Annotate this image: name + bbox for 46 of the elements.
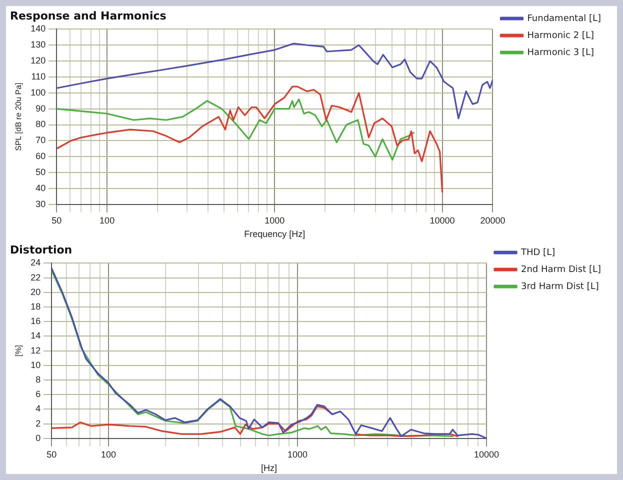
- x-tick-label: 100: [100, 215, 115, 226]
- y-tick-label: 70: [36, 135, 46, 146]
- y-tick-label: 10: [30, 360, 41, 370]
- y-tick-label: 30: [36, 198, 46, 209]
- y-tick-label: 4: [36, 404, 41, 414]
- chart-title: Distortion: [10, 243, 72, 256]
- y-tick-label: 80: [36, 119, 46, 130]
- y-tick-label: 16: [30, 316, 41, 326]
- x-tick-label: 10000: [474, 449, 500, 460]
- y-tick-label: 2: [36, 418, 41, 428]
- x-tick-label: 20000: [480, 215, 506, 226]
- legend-label: Fundamental [L]: [527, 14, 602, 24]
- y-tick-label: 22: [30, 272, 41, 282]
- x-tick-label: 1000: [264, 215, 285, 226]
- y-tick-label: 130: [30, 40, 46, 50]
- y-tick-label: 90: [36, 103, 46, 114]
- y-tick-label: 50: [36, 167, 46, 178]
- x-tick-label: 100: [100, 449, 116, 460]
- x-axis-title: [Hz]: [261, 463, 278, 474]
- x-tick-label: 1000: [287, 449, 308, 460]
- legend-label: Harmonic 3 [L]: [527, 48, 594, 58]
- y-tick-label: 120: [30, 56, 46, 66]
- y-tick-label: 20: [30, 286, 41, 297]
- y-tick-label: 40: [36, 182, 46, 193]
- x-tick-label: 10000: [430, 215, 455, 226]
- y-tick-label: 14: [30, 330, 41, 341]
- x-tick-label: 50: [46, 449, 57, 460]
- legend-label: 2nd Harm Dist [L]: [521, 264, 602, 275]
- chart-title: Response and Harmonics: [10, 9, 167, 22]
- y-tick-label: 140: [30, 24, 46, 34]
- y-tick-label: 110: [31, 71, 46, 82]
- y-tick-label: 12: [30, 345, 41, 356]
- y-tick-label: 60: [36, 151, 46, 162]
- y-tick-label: 100: [30, 87, 46, 98]
- y-tick-label: 8: [36, 374, 41, 384]
- y-axis-title: SPL [dB re 20u Pa]: [14, 82, 24, 151]
- legend-label: 3rd Harm Dist [L]: [521, 282, 599, 292]
- legend-label: Harmonic 2 [L]: [527, 30, 594, 41]
- x-axis-title: Frequency [Hz]: [244, 229, 306, 240]
- y-tick-label: 24: [30, 258, 41, 268]
- y-tick-label: 0: [36, 432, 41, 443]
- x-tick-label: 50: [52, 215, 62, 226]
- legend-label: THD [L]: [520, 248, 556, 258]
- y-tick-label: 6: [36, 389, 41, 400]
- y-tick-label: 18: [30, 301, 41, 312]
- y-axis-title: [%]: [14, 345, 24, 357]
